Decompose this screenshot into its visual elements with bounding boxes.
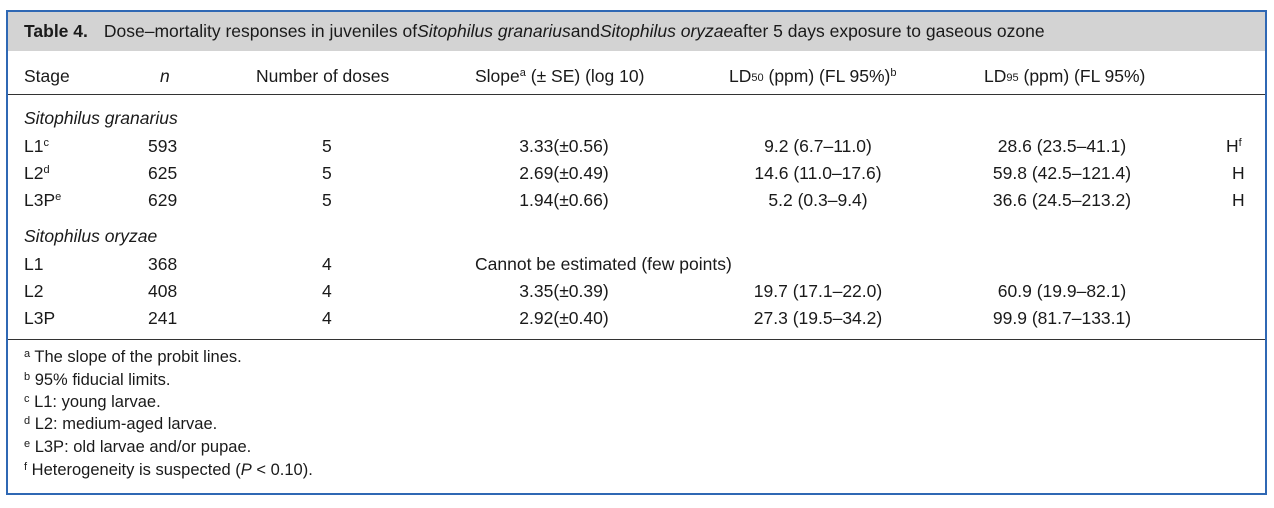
header-number-of-doses: Number of doses — [256, 66, 390, 86]
table-label: Table 4. — [24, 21, 88, 41]
header-n: n — [160, 66, 170, 86]
group-title-oryzae: Sitophilus oryzae — [24, 226, 158, 246]
caption-text-pre: Dose–mortality responses in juveniles of — [103, 21, 418, 41]
header-stage: Stage — [24, 66, 70, 86]
caption-species-1: Sitophilus granarius — [417, 21, 571, 41]
footnote: d L2: medium-aged larvae. — [24, 415, 218, 433]
caption-text-post: after 5 days exposure to gaseous ozone — [733, 21, 1045, 41]
group-title-granarius: Sitophilus granarius — [24, 108, 178, 128]
caption-species-2: Sitophilus oryzae — [600, 21, 734, 41]
header-slope: Slopea (± SE) (log 10) — [475, 66, 645, 86]
footnote: e L3P: old larvae and/or pupae. — [24, 438, 252, 456]
caption-text-mid: and — [570, 21, 600, 41]
footnote: a The slope of the probit lines. — [24, 348, 242, 366]
footnote: f Heterogeneity is suspected (P < 0.10). — [24, 461, 313, 479]
footnote: c L1: young larvae. — [24, 393, 161, 411]
table-caption: Table 4. Dose–mortality responses in juv… — [8, 12, 1265, 51]
header-ld95: LD95 (ppm) (FL 95%) — [984, 66, 1146, 86]
header-rule — [8, 94, 1265, 95]
estimate-note: Cannot be estimated (few points) — [475, 254, 732, 274]
footnote: b 95% fiducial limits. — [24, 371, 171, 389]
header-ld50: LD50 (ppm) (FL 95%)b — [729, 66, 897, 86]
table-frame: Table 4. Dose–mortality responses in juv… — [6, 10, 1267, 495]
footer-rule — [8, 339, 1265, 340]
